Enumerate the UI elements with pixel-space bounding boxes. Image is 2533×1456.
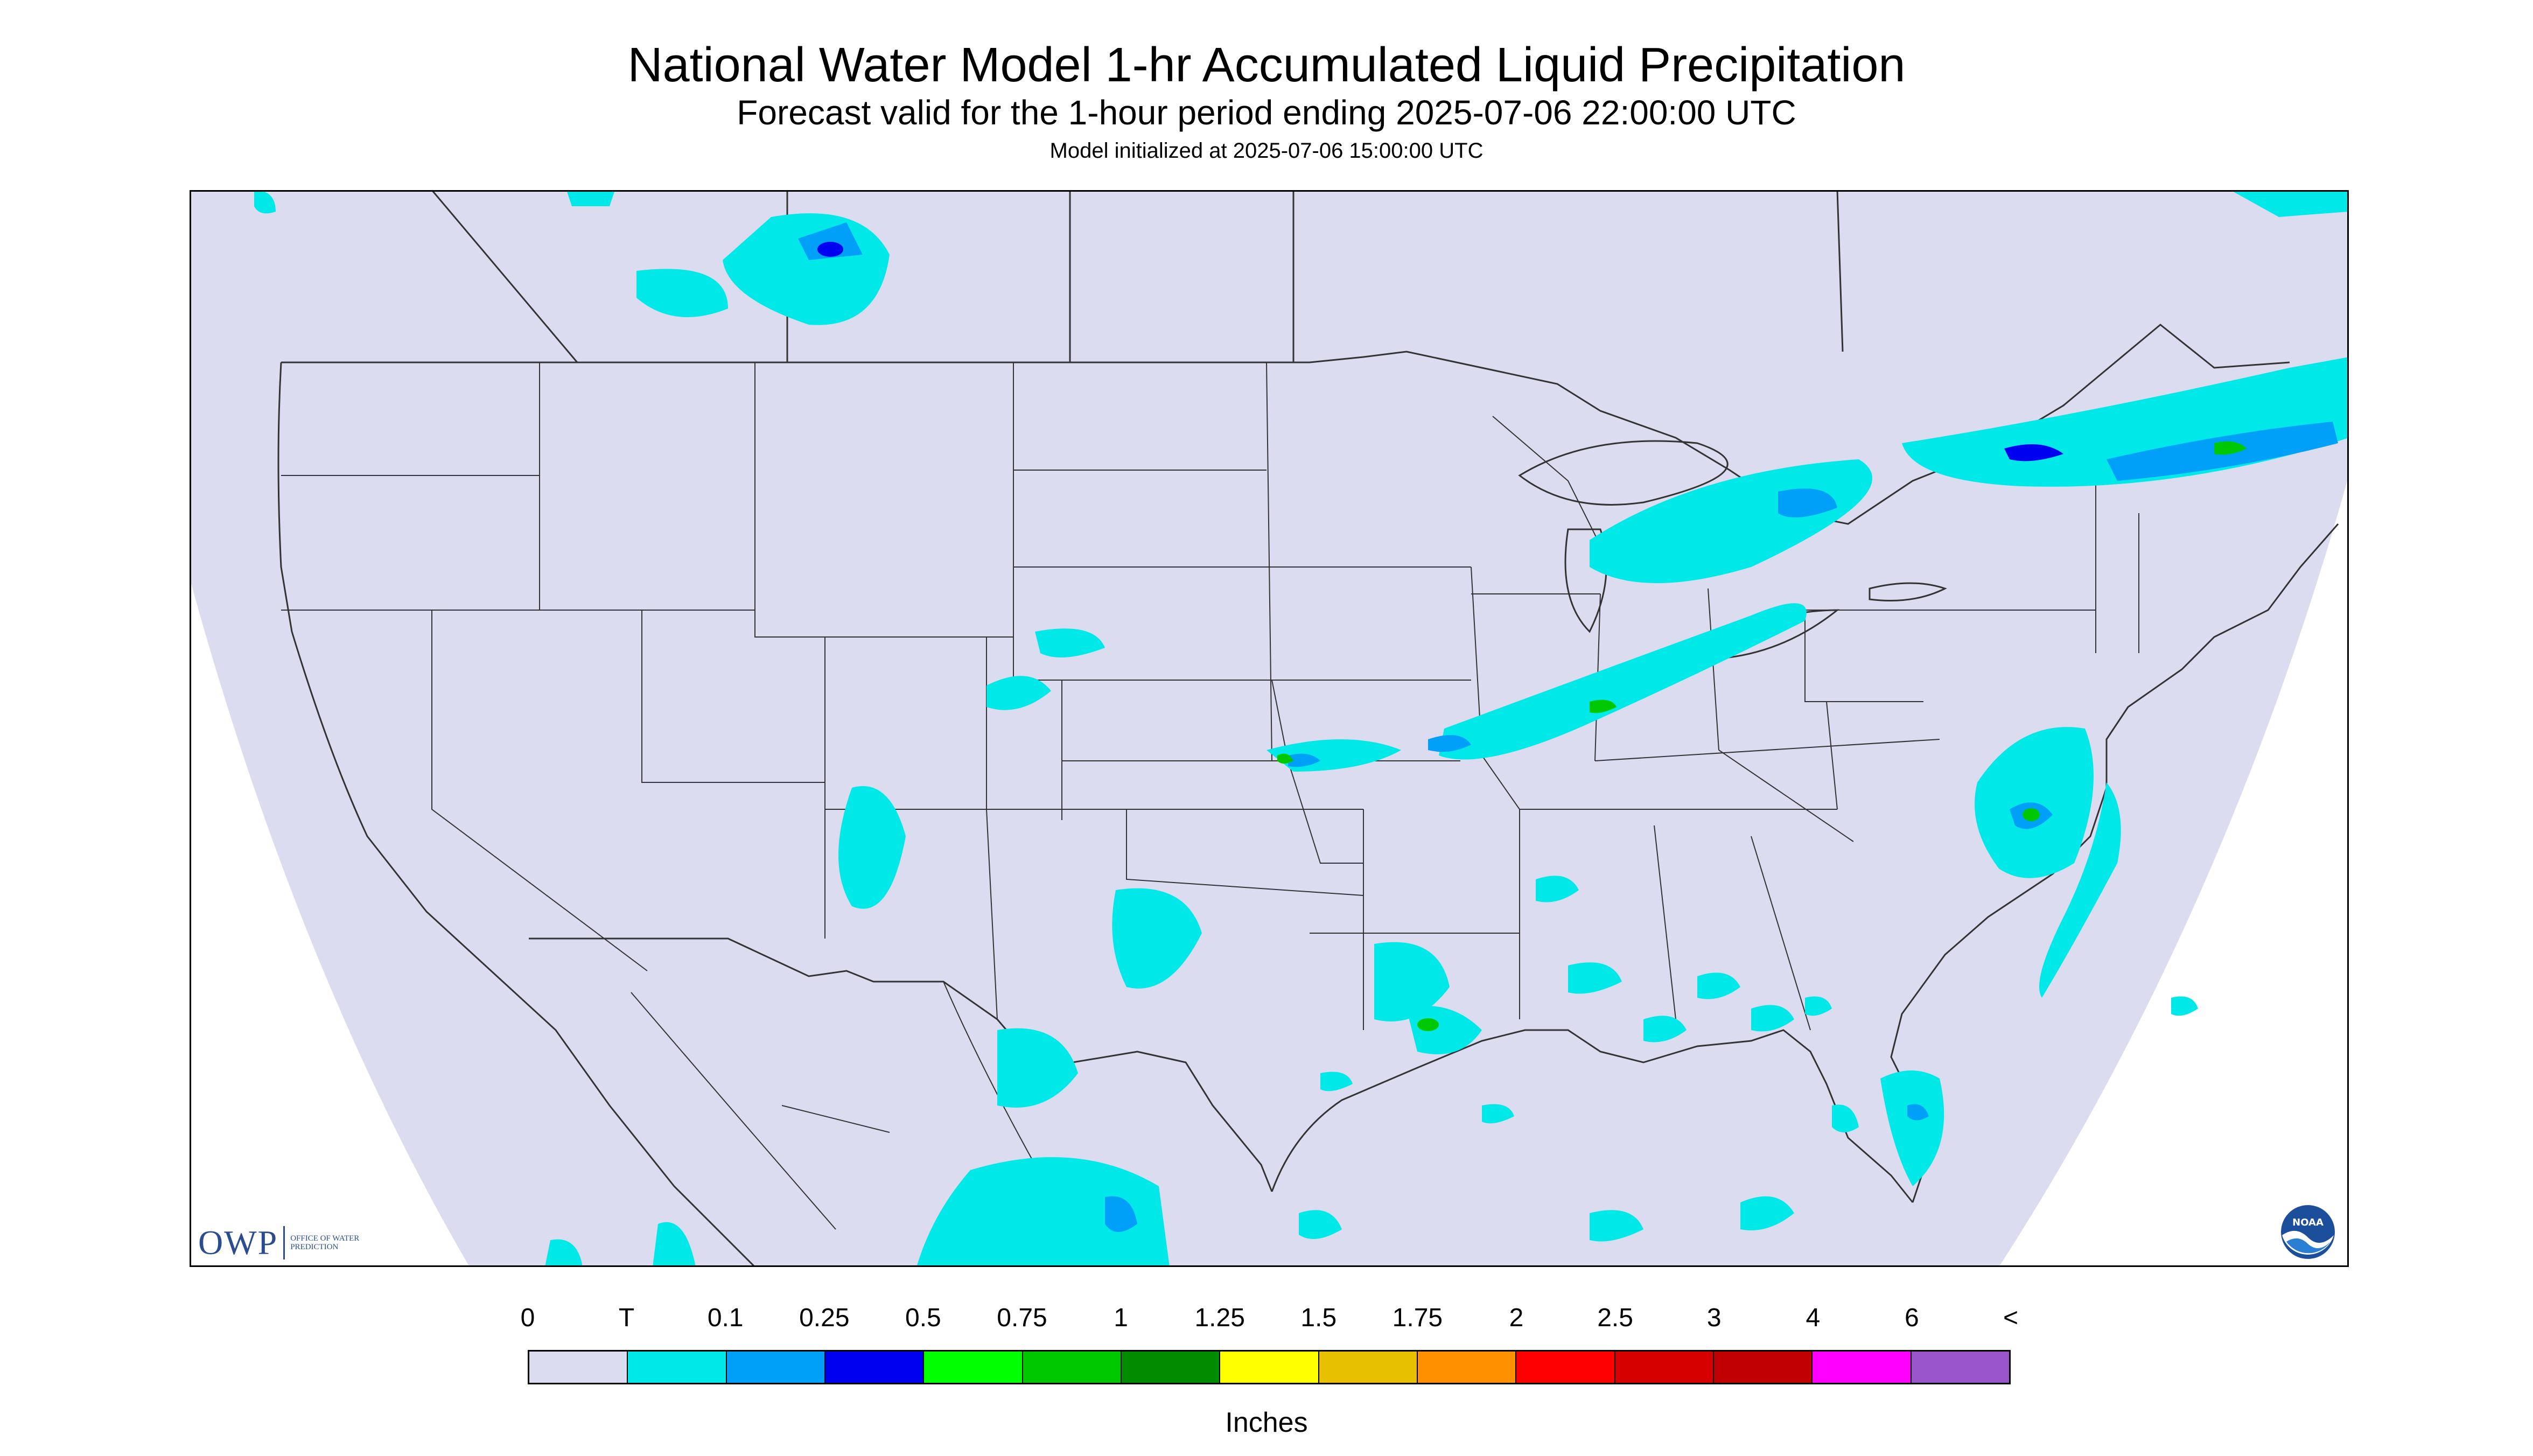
gulf-coastline (1271, 1029, 1914, 1203)
legend-swatch (726, 1352, 825, 1383)
legend-swatch (1417, 1352, 1517, 1383)
legend-swatch (1713, 1352, 1813, 1383)
legend-tick-label: 1.25 (1194, 1304, 1245, 1332)
legend-swatch (825, 1352, 925, 1383)
legend-swatch (1615, 1352, 1714, 1383)
legend-labels: 0 T 0.1 0.25 0.5 0.75 1 1.25 1.5 1.75 2 2.5 3 4 6 < (0, 1303, 2533, 1335)
map-background (190, 190, 2349, 1267)
east-coastline (1890, 523, 2339, 1203)
color-legend (528, 1350, 2011, 1384)
owp-logo-divider (283, 1226, 285, 1259)
west-coastline (277, 362, 756, 1267)
legend-tick-label: 0.5 (905, 1304, 941, 1332)
legend-tick-label: 4 (1806, 1304, 1821, 1332)
legend-tick-label: 1.75 (1392, 1304, 1443, 1332)
map-title: National Water Model 1-hr Accumulated Li… (627, 38, 1906, 92)
noaa-logo: NOAA (2281, 1205, 2335, 1259)
legend-swatch (1516, 1352, 1615, 1383)
legend-tick-label: < (2003, 1304, 2019, 1332)
legend-tick-label: T (618, 1304, 635, 1332)
legend-swatch (1121, 1352, 1221, 1383)
legend-swatch (1813, 1352, 1912, 1383)
legend-swatch (628, 1352, 727, 1383)
legend-swatch (924, 1352, 1023, 1383)
legend-tick-label: 0 (520, 1304, 535, 1332)
legend-tick-label: 6 (1905, 1304, 1919, 1332)
legend-tick-label: 3 (1706, 1304, 1722, 1332)
legend-swatch (529, 1352, 628, 1383)
legend-units: Inches (1225, 1407, 1308, 1438)
legend-tick-label: 0.75 (997, 1304, 1047, 1332)
legend-swatch (1023, 1352, 1122, 1383)
model-init-time: Model initialized at 2025-07-06 15:00:00… (1049, 139, 1484, 163)
svg-text:NOAA: NOAA (2292, 1217, 2324, 1228)
legend-tick-label: 2.5 (1597, 1304, 1633, 1332)
legend-tick-label: 1.5 (1300, 1304, 1337, 1332)
legend-swatch (1220, 1352, 1319, 1383)
legend-tick-label: 0.25 (799, 1304, 850, 1332)
owp-logo: OWP OFFICE OF WATER PREDICTION (198, 1221, 366, 1264)
legend-tick-label: 1 (1114, 1304, 1128, 1332)
precipitation-map (190, 190, 2349, 1267)
owp-logo-mark: OWP (198, 1223, 278, 1262)
legend-tick-label: 2 (1509, 1304, 1524, 1332)
legend-tick-label: 0.1 (707, 1304, 744, 1332)
map-frame (190, 190, 2349, 1267)
projection-edge-east (1999, 475, 2349, 1267)
owp-logo-words: OFFICE OF WATER PREDICTION (290, 1234, 360, 1251)
legend-swatch (1911, 1352, 2009, 1383)
map-subtitle: Forecast valid for the 1-hour period end… (737, 93, 1796, 132)
legend-swatch (1319, 1352, 1418, 1383)
projection-edge-west (190, 578, 470, 1267)
precipitation-areas (254, 190, 2349, 1267)
